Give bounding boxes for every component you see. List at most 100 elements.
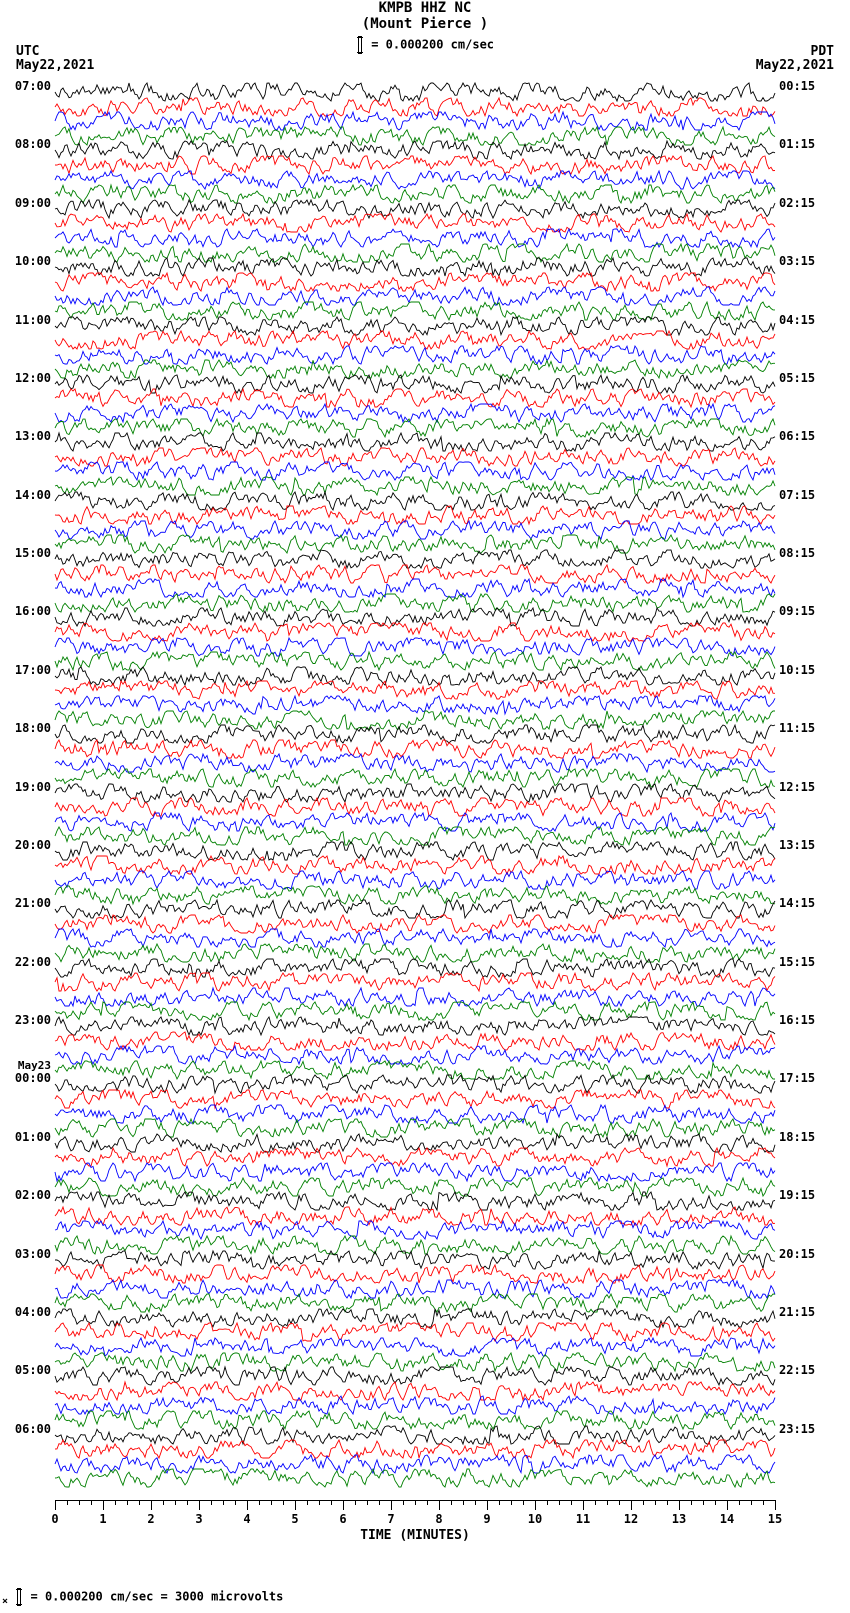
tick-label: 11 (576, 1512, 590, 1526)
left-timezone: UTC (16, 44, 39, 59)
pdt-time-label: 12:15 (779, 780, 815, 794)
tick-minor (271, 1500, 272, 1505)
header: KMPB HHZ NC (Mount Pierce ) = 0.000200 c… (0, 0, 850, 54)
tick-minor (547, 1500, 548, 1505)
pdt-time-label: 14:15 (779, 896, 815, 910)
tick-minor (175, 1500, 176, 1505)
right-date: May22,2021 (756, 58, 834, 73)
pdt-time-label: 20:15 (779, 1247, 815, 1261)
location-title: (Mount Pierce ) (0, 16, 850, 32)
tick-major (487, 1500, 488, 1510)
tick-label: 15 (768, 1512, 782, 1526)
pdt-time-label: 13:15 (779, 838, 815, 852)
x-axis-title: TIME (MINUTES) (55, 1528, 775, 1543)
tick-major (295, 1500, 296, 1510)
scale-text: = 0.000200 cm/sec (371, 38, 494, 52)
tick-label: 14 (720, 1512, 734, 1526)
tick-minor (463, 1500, 464, 1505)
tick-major (199, 1500, 200, 1510)
tick-minor (319, 1500, 320, 1505)
station-title: KMPB HHZ NC (0, 0, 850, 16)
utc-time-label: 16:00 (15, 604, 51, 618)
right-timezone: PDT (811, 44, 834, 59)
tick-label: 3 (195, 1512, 202, 1526)
utc-time-label: 09:00 (15, 196, 51, 210)
pdt-time-label: 02:15 (779, 196, 815, 210)
utc-time-label: 07:00 (15, 79, 51, 93)
utc-time-label: 00:00 (15, 1071, 51, 1085)
tick-major (535, 1500, 536, 1510)
pdt-time-label: 07:15 (779, 488, 815, 502)
tick-label: 9 (483, 1512, 490, 1526)
utc-time-label: 15:00 (15, 546, 51, 560)
seismic-trace (55, 1463, 775, 1493)
tick-major (727, 1500, 728, 1510)
scale-line: = 0.000200 cm/sec (0, 36, 850, 54)
tick-minor (367, 1500, 368, 1505)
tick-minor (559, 1500, 560, 1505)
pdt-time-label: 21:15 (779, 1305, 815, 1319)
tick-minor (307, 1500, 308, 1505)
tick-minor (475, 1500, 476, 1505)
tick-minor (211, 1500, 212, 1505)
tick-minor (283, 1500, 284, 1505)
tick-label: 1 (99, 1512, 106, 1526)
tick-minor (691, 1500, 692, 1505)
tick-minor (619, 1500, 620, 1505)
tick-minor (739, 1500, 740, 1505)
utc-time-label: 17:00 (15, 663, 51, 677)
tick-minor (223, 1500, 224, 1505)
pdt-time-label: 06:15 (779, 429, 815, 443)
tick-minor (499, 1500, 500, 1505)
utc-time-label: 10:00 (15, 254, 51, 268)
utc-time-label: 23:00 (15, 1013, 51, 1027)
tick-major (55, 1500, 56, 1510)
pdt-time-label: 11:15 (779, 721, 815, 735)
tick-minor (595, 1500, 596, 1505)
utc-time-label: 01:00 (15, 1130, 51, 1144)
tick-minor (655, 1500, 656, 1505)
pdt-time-label: 23:15 (779, 1422, 815, 1436)
left-date: May22,2021 (16, 58, 94, 73)
tick-label: 5 (291, 1512, 298, 1526)
tick-minor (259, 1500, 260, 1505)
tick-minor (523, 1500, 524, 1505)
footer-text: = 0.000200 cm/sec = 3000 microvolts (31, 1590, 284, 1604)
tick-major (151, 1500, 152, 1510)
pdt-time-label: 10:15 (779, 663, 815, 677)
tick-minor (403, 1500, 404, 1505)
tick-minor (415, 1500, 416, 1505)
utc-time-label: 06:00 (15, 1422, 51, 1436)
tick-minor (451, 1500, 452, 1505)
tick-major (247, 1500, 248, 1510)
pdt-time-label: 22:15 (779, 1363, 815, 1377)
tick-minor (127, 1500, 128, 1505)
tick-major (631, 1500, 632, 1510)
x-axis: TIME (MINUTES) 0123456789101112131415 (55, 1500, 775, 1550)
tick-minor (607, 1500, 608, 1505)
pdt-time-label: 03:15 (779, 254, 815, 268)
utc-time-label: 20:00 (15, 838, 51, 852)
utc-time-label: 13:00 (15, 429, 51, 443)
tick-label: 13 (672, 1512, 686, 1526)
utc-time-label: 18:00 (15, 721, 51, 735)
footer-scale-bar-icon (17, 1588, 21, 1606)
tick-minor (379, 1500, 380, 1505)
tick-minor (511, 1500, 512, 1505)
tick-label: 6 (339, 1512, 346, 1526)
utc-time-label: 21:00 (15, 896, 51, 910)
tick-minor (763, 1500, 764, 1505)
tick-minor (139, 1500, 140, 1505)
pdt-time-label: 01:15 (779, 137, 815, 151)
utc-time-label: 03:00 (15, 1247, 51, 1261)
pdt-time-label: 16:15 (779, 1013, 815, 1027)
tick-label: 8 (435, 1512, 442, 1526)
tick-minor (571, 1500, 572, 1505)
day-break-label: May23 (18, 1059, 51, 1072)
pdt-time-label: 15:15 (779, 955, 815, 969)
pdt-time-label: 17:15 (779, 1071, 815, 1085)
tick-minor (643, 1500, 644, 1505)
tick-label: 10 (528, 1512, 542, 1526)
utc-time-label: 12:00 (15, 371, 51, 385)
tick-major (439, 1500, 440, 1510)
